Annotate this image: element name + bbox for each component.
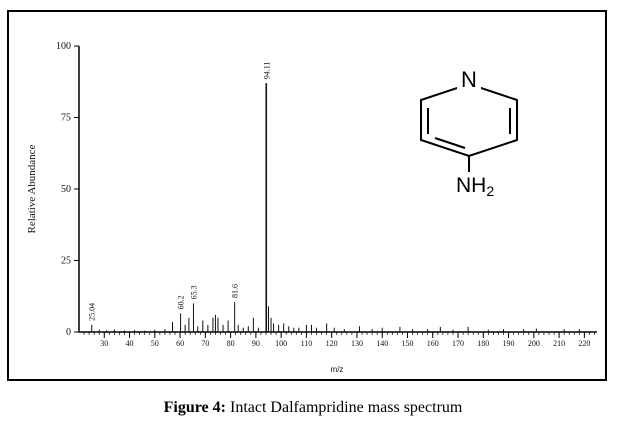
ring-nitrogen-label: N [461, 67, 477, 92]
x-tick-label: 50 [151, 339, 159, 348]
x-tick-label: 210 [553, 339, 565, 348]
pyridine-ring [420, 82, 518, 158]
peak-label: 81.6 [231, 284, 240, 298]
x-tick-label: 170 [452, 339, 464, 348]
x-tick-label: 90 [252, 339, 260, 348]
figure-caption: Figure 4: Intact Dalfampridine mass spec… [0, 399, 626, 417]
ring-atom-mask [457, 68, 481, 92]
x-tick-label: 30 [100, 339, 108, 348]
mass-spectrum-chart: 30 40 50 60 70 80 90 100 110 120 130 140 150 160 170 18… [26, 41, 597, 374]
y-tick-label: 50 [61, 184, 71, 195]
x-tick-label: 110 [301, 339, 313, 348]
plot-area: 30 40 50 60 70 80 90 100 110 120 130 140 150 160 170 18… [26, 41, 597, 374]
x-axis-title: m/z [331, 365, 344, 374]
x-tick-label: 60 [176, 339, 184, 348]
x-tick-label: 180 [477, 339, 489, 348]
x-tick-label: 160 [427, 339, 439, 348]
y-tick-label: 100 [56, 41, 71, 52]
molecule-structure: N NH2 [420, 67, 518, 199]
x-tick-label: 130 [351, 339, 363, 348]
figure-caption-text: Intact Dalfampridine mass spectrum [229, 399, 463, 416]
x-tick-label: 80 [227, 339, 235, 348]
x-tick-label: 100 [275, 339, 287, 348]
figure-label: Figure 4: [163, 399, 226, 416]
x-tick-label: 140 [376, 339, 388, 348]
x-tick-label: 40 [126, 339, 134, 348]
x-tick-label: 200 [528, 339, 540, 348]
x-tick-label: 150 [401, 339, 413, 348]
x-tick-label: 190 [503, 339, 515, 348]
y-axis-title: Relative Abundance [26, 144, 38, 233]
figure-frame: 30 40 50 60 70 80 90 100 110 120 130 140 150 160 170 18… [7, 10, 607, 381]
peak-label: 25.04 [88, 303, 97, 321]
y-tick-label: 75 [61, 113, 71, 124]
x-tick-label: 220 [578, 339, 590, 348]
peak-label: 65.3 [189, 285, 198, 299]
y-tick-label: 0 [66, 327, 71, 338]
x-tick-label: 70 [201, 339, 209, 348]
y-tick-label: 25 [61, 256, 71, 267]
peak-label: 94.11 [262, 61, 271, 79]
amine-label: NH2 [456, 174, 494, 199]
ring-double-bond [434, 137, 466, 149]
peak-label: 60.2 [177, 295, 186, 309]
x-tick-label: 120 [326, 339, 338, 348]
